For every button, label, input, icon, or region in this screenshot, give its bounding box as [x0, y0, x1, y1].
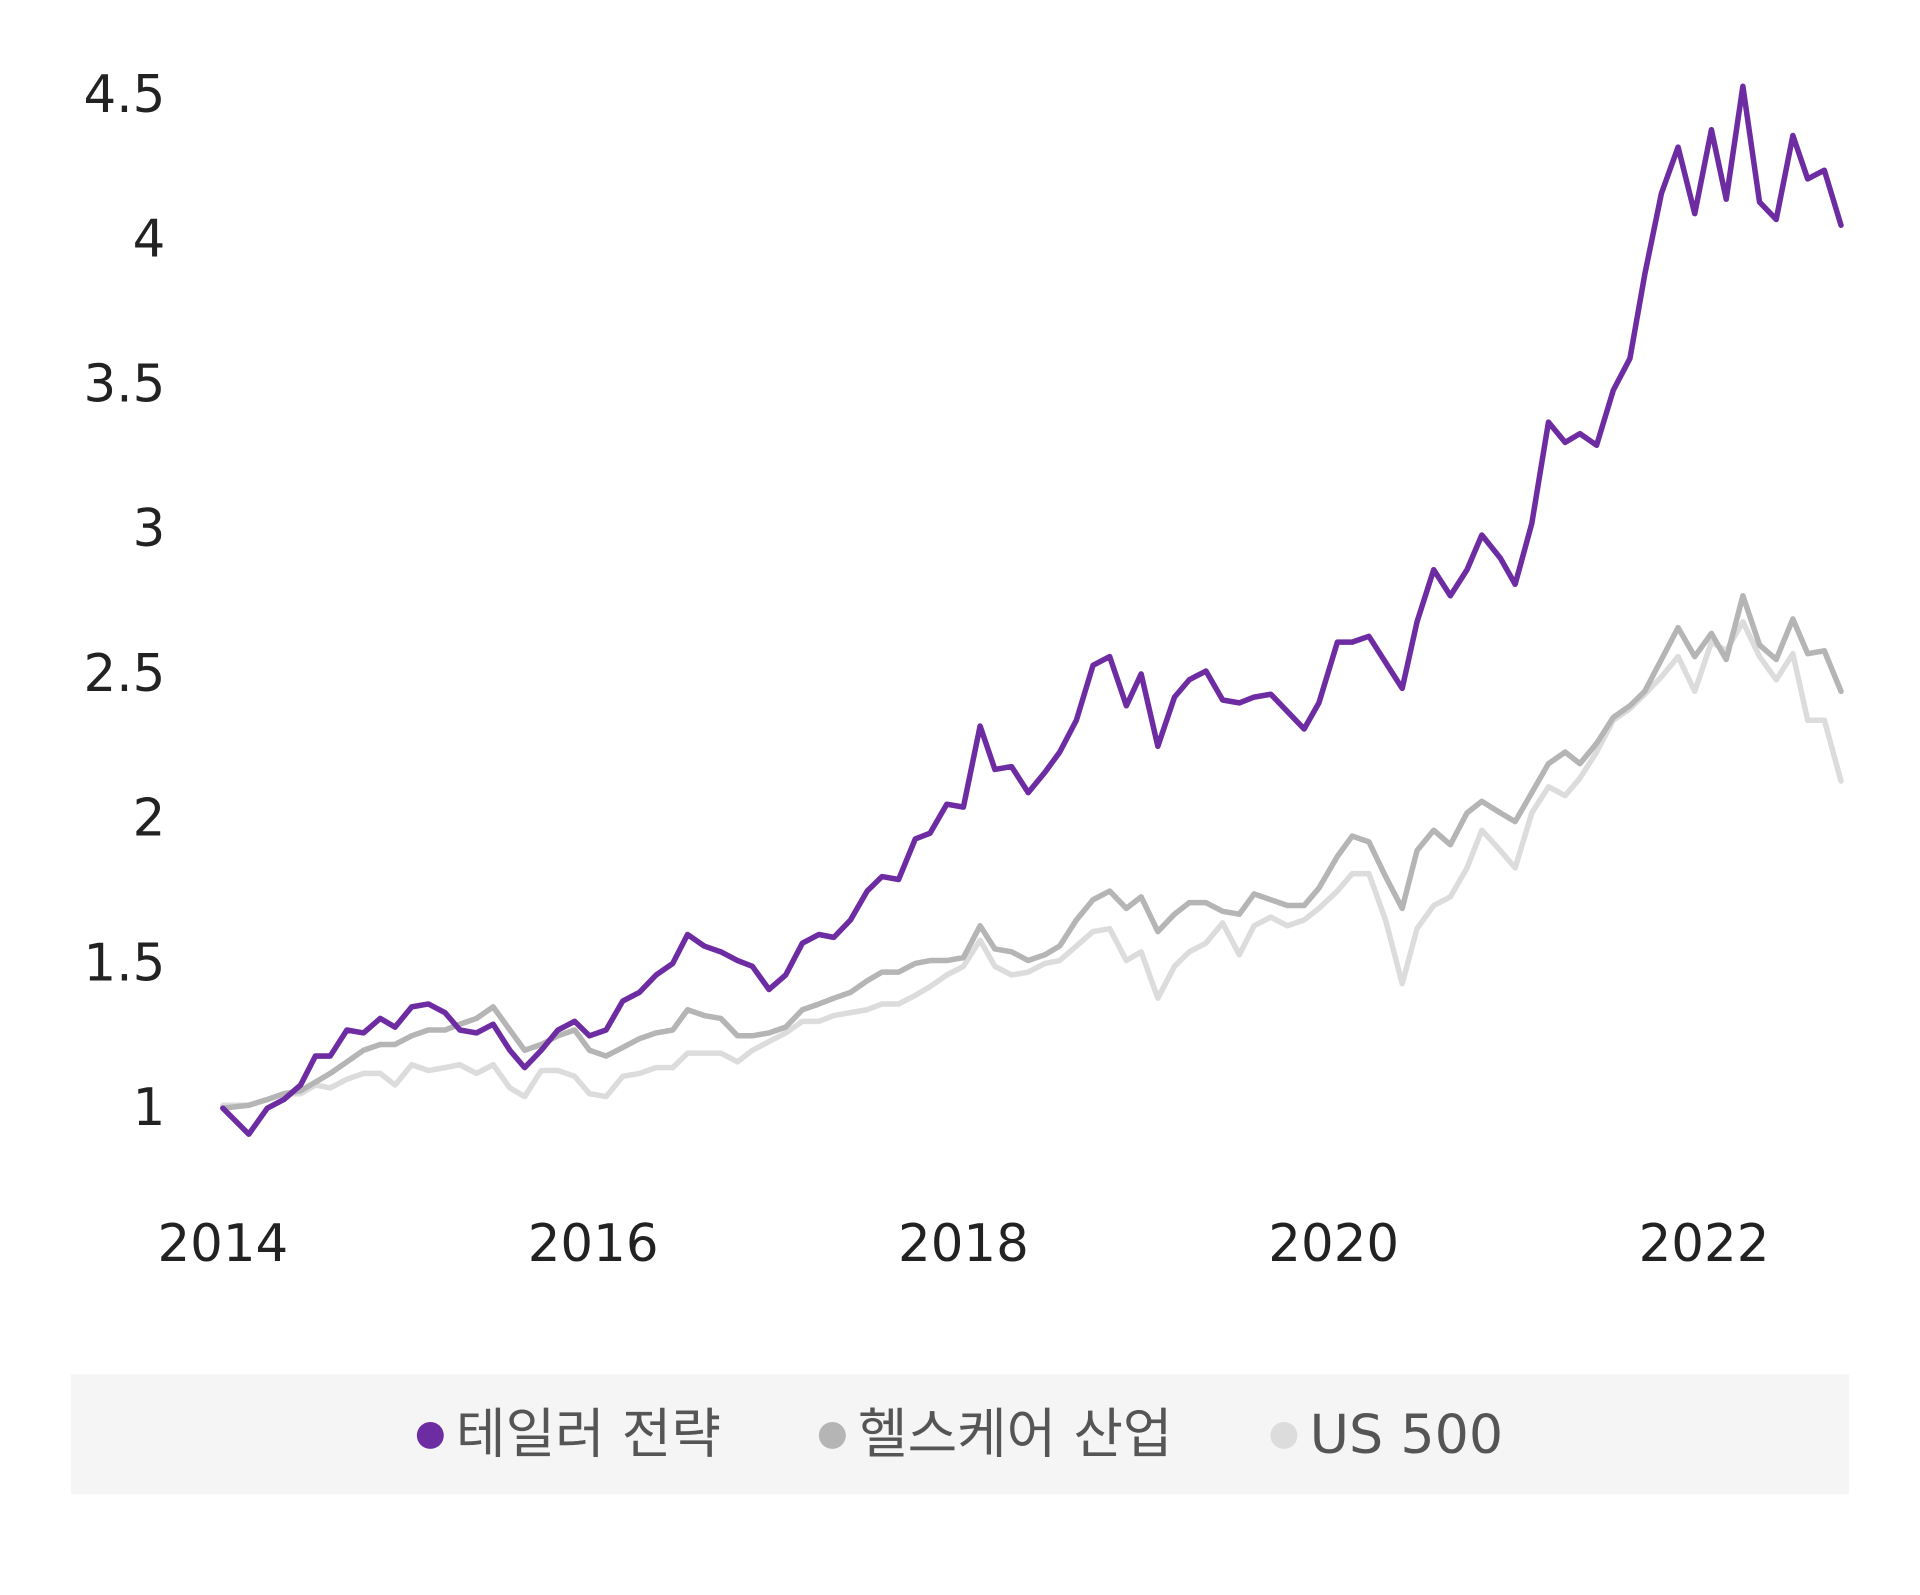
- y-tick-label: 1.5: [84, 933, 166, 993]
- y-tick-label: 2.5: [84, 644, 166, 704]
- series-line: [220, 83, 1844, 1137]
- legend-item: 테일러 전략: [416, 1403, 721, 1466]
- x-tick-label: 2014: [157, 1214, 288, 1274]
- y-tick-label: 1: [133, 1078, 166, 1138]
- legend-item: 헬스케어 산업: [818, 1403, 1172, 1466]
- x-tick-label: 2018: [898, 1214, 1029, 1274]
- y-tick-label: 2: [133, 789, 166, 849]
- y-tick-label: 4.5: [84, 65, 166, 125]
- y-tick-label: 3: [133, 499, 166, 559]
- legend-marker: [416, 1421, 444, 1449]
- series-line: [220, 619, 1844, 1109]
- legend: 테일러 전략 헬스케어 산업 US 500: [416, 1403, 1503, 1466]
- legend-marker: [818, 1421, 846, 1449]
- legend-label: 테일러 전략: [456, 1403, 721, 1466]
- x-tick-label: 2016: [528, 1214, 659, 1274]
- x-tick-label: 2022: [1639, 1214, 1770, 1274]
- x-tick-label: 2020: [1268, 1214, 1399, 1274]
- legend-label: US 500: [1310, 1403, 1504, 1466]
- legend-label: 헬스케어 산업: [858, 1403, 1172, 1466]
- legend-item: US 500: [1270, 1403, 1503, 1466]
- y-tick-label: 4: [133, 210, 166, 270]
- legend-background: [71, 1374, 1849, 1495]
- legend-marker: [1270, 1421, 1298, 1449]
- series-line: [220, 593, 1844, 1111]
- y-tick-label: 3.5: [84, 354, 166, 414]
